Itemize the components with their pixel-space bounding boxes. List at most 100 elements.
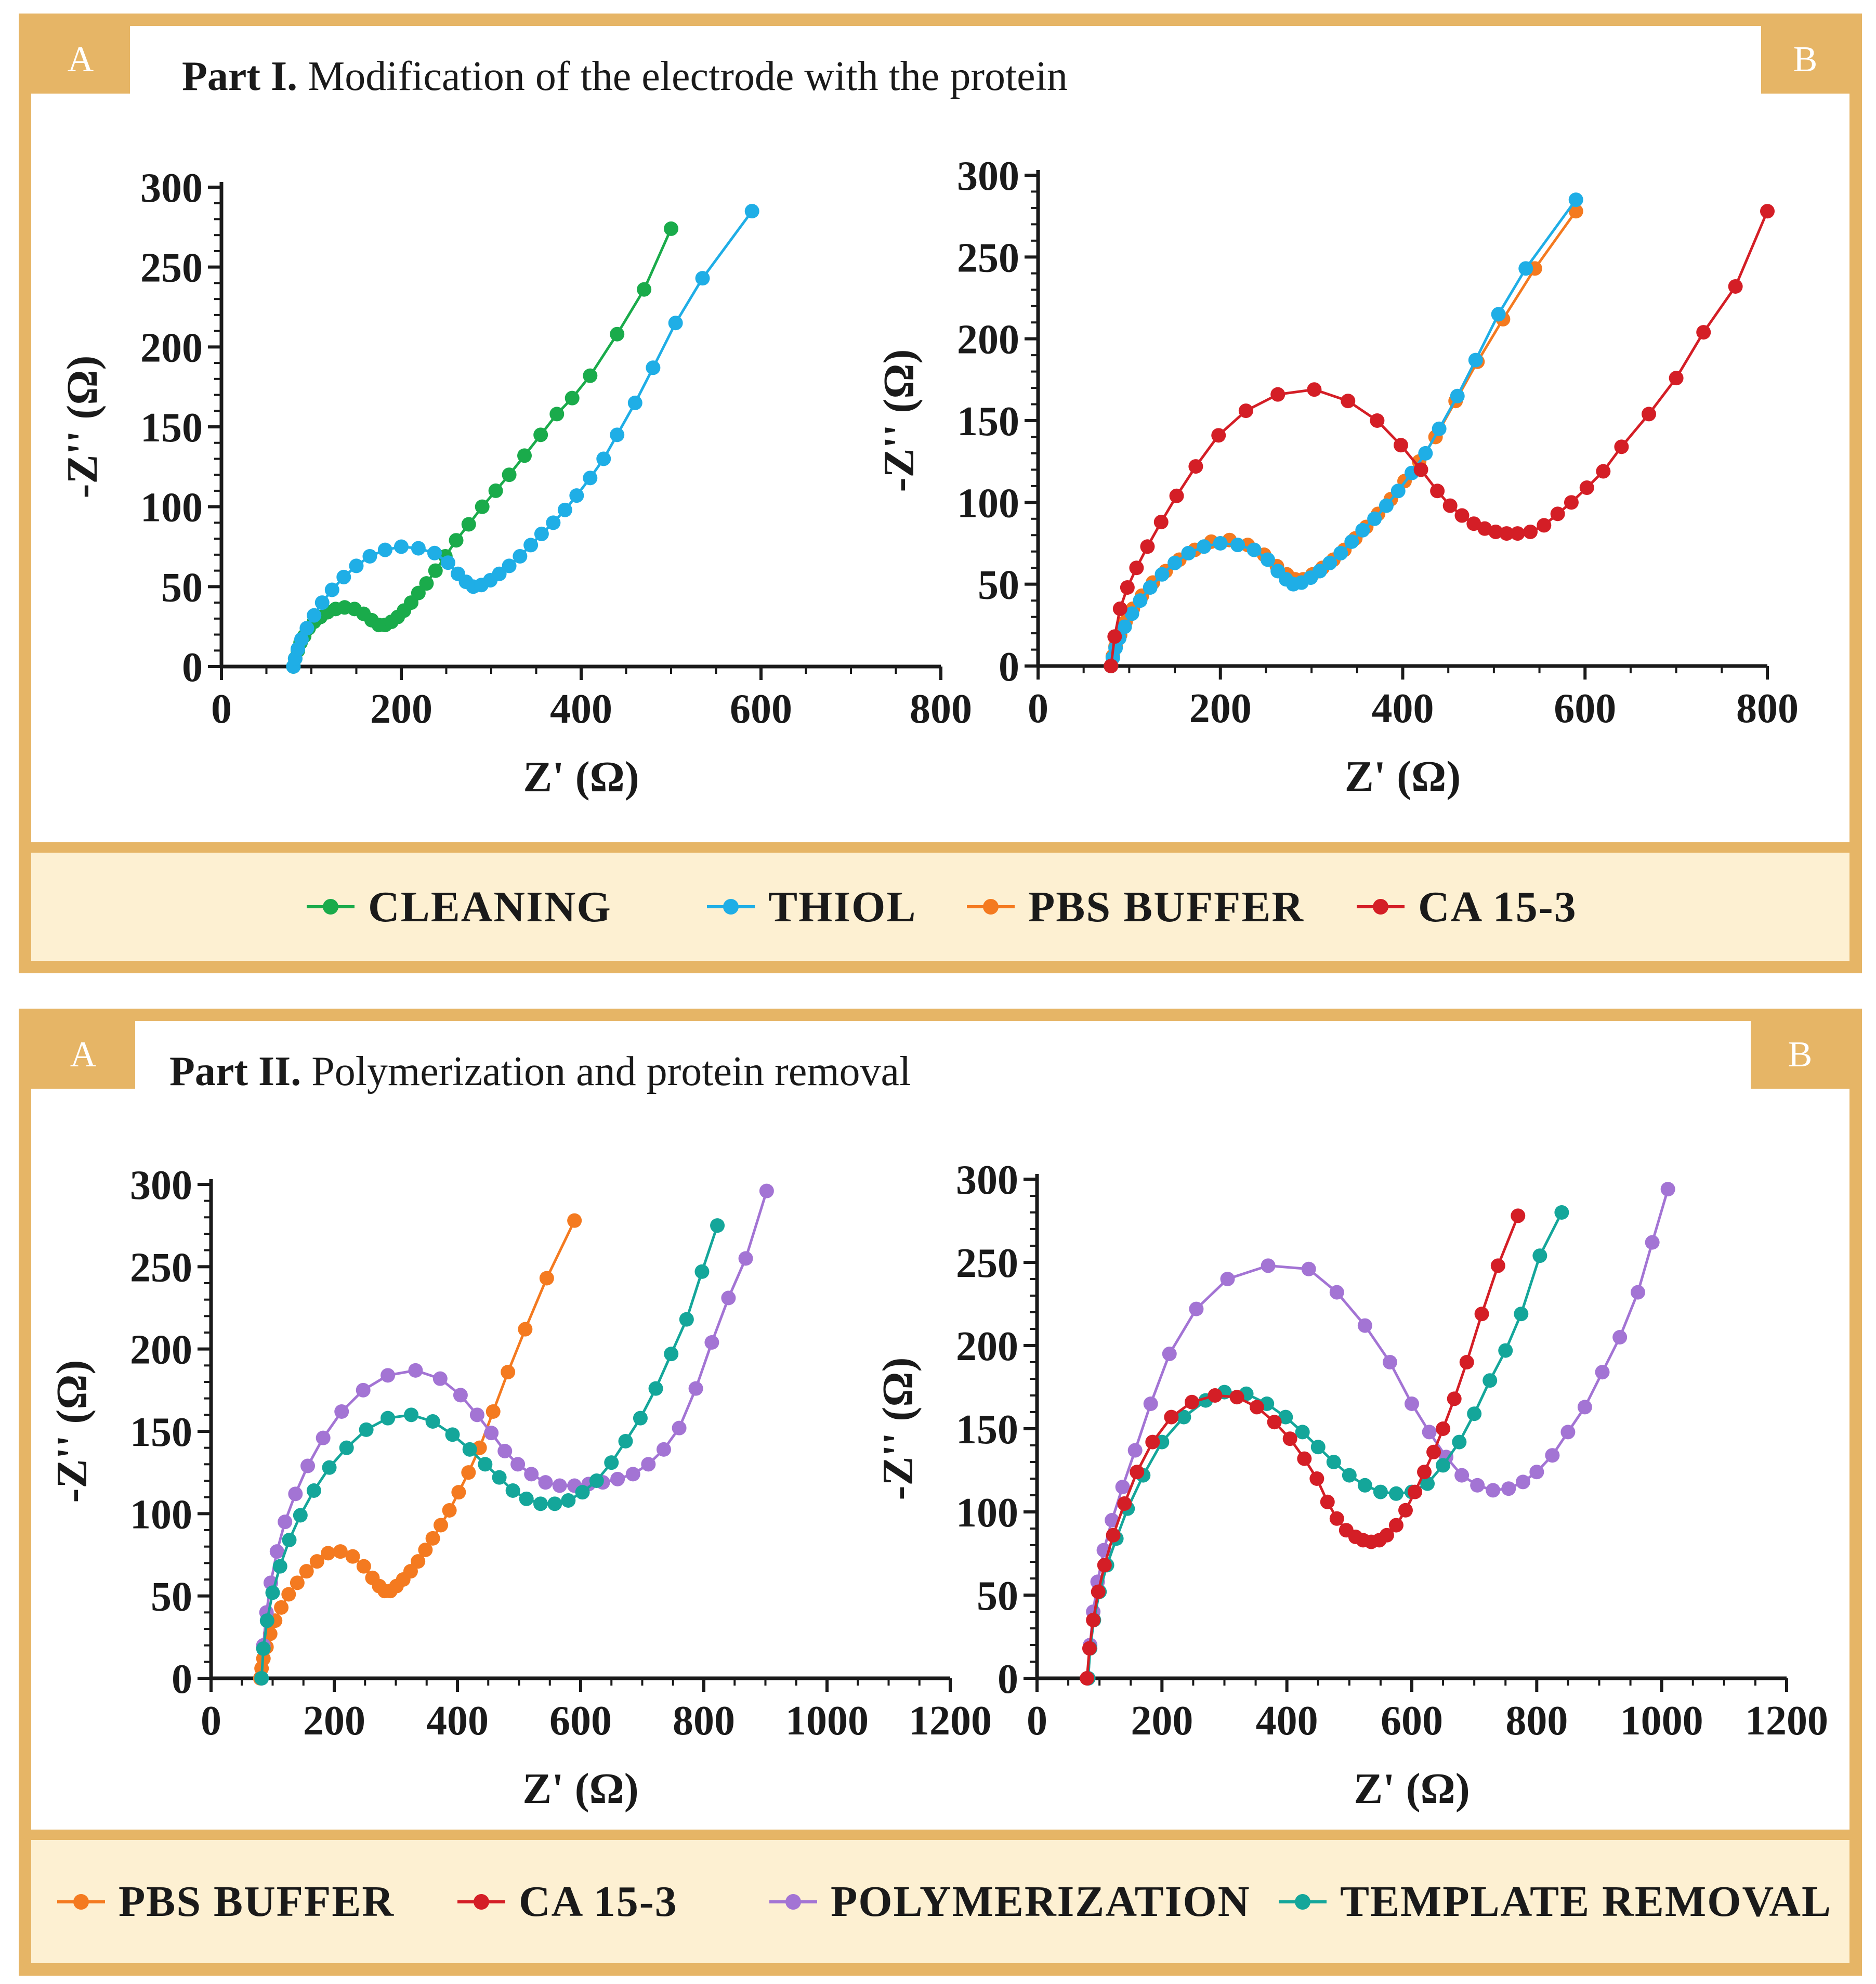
data-point [1468,353,1483,368]
data-point [1260,552,1275,567]
data-point [1426,1444,1441,1459]
data-point [618,1434,633,1448]
data-point [1080,1671,1095,1686]
data-point [1382,1355,1397,1369]
data-point [679,1312,694,1327]
part-2-title: Part II. Polymerization and protein remo… [169,1048,911,1095]
data-point [1326,1455,1341,1469]
data-point [469,1407,484,1422]
data-point [461,1465,476,1480]
data-point [1129,560,1144,576]
data-point [1568,192,1583,207]
data-point [1208,1388,1223,1403]
data-point [1295,1425,1310,1440]
x-tick-label: 1200 [1745,1698,1828,1744]
data-point [575,1485,590,1500]
data-point [519,1491,534,1506]
data-point [1577,1400,1592,1415]
data-point [265,1585,280,1600]
series-pbs-buffer [253,1213,582,1686]
data-point [1532,1248,1547,1263]
y-tick-label: 150 [956,1407,1018,1453]
data-point [1568,204,1583,219]
data-point [646,360,661,375]
data-point [633,1411,648,1426]
series-pbs-buffer [1104,204,1583,673]
legend-item: THIOL [707,853,916,961]
data-point [1320,1494,1335,1509]
data-point [1238,403,1253,419]
data-point [293,1508,308,1523]
y-axis-title: -Z'' (Ω) [48,1360,96,1503]
data-point [1631,1285,1646,1300]
series-line [292,228,673,667]
series-thiol [1104,192,1583,673]
data-point [1579,480,1594,495]
data-point [664,1347,679,1362]
data-point [1185,1394,1200,1409]
part-1-title: Part I. Modification of the electrode wi… [182,53,1068,100]
data-point [1430,484,1445,499]
part-1-title-text: Modification of the electrode with the p… [297,54,1068,99]
data-point [610,427,625,442]
data-point [518,1322,533,1337]
data-point [1642,407,1657,422]
y-tick-label: 200 [957,317,1019,363]
data-point [259,1613,274,1628]
data-point [309,1554,324,1569]
x-tick-label: 0 [211,686,232,732]
data-point [484,1426,499,1441]
x-tick-label: 400 [550,686,612,732]
data-point [552,1478,567,1493]
data-point [381,1411,396,1426]
data-point [1143,580,1158,595]
data-point [648,1381,663,1396]
part-2-title-bold: Part II. [169,1049,301,1094]
data-point [1310,1440,1326,1455]
data-point [1104,659,1119,673]
data-point [1153,515,1169,530]
series-line [260,1190,768,1679]
data-point [411,541,426,556]
series-ca-15-3 [1080,1208,1526,1686]
data-point [269,1544,284,1559]
data-point [1388,1518,1403,1533]
data-point [1188,459,1203,474]
data-point [1477,521,1492,536]
data-point [583,471,598,486]
x-tick-label: 800 [673,1698,735,1744]
data-point [1189,1301,1204,1316]
data-point [256,1641,271,1656]
data-point [1373,1484,1388,1499]
data-point [688,1381,703,1396]
data-point [294,632,309,647]
data-point [1669,371,1684,386]
legend-marker [457,1894,505,1910]
x-tick-label: 600 [1554,686,1616,732]
data-point [604,1455,619,1470]
x-tick-label: 200 [303,1698,365,1744]
data-point [1501,1481,1516,1496]
y-tick-label: 50 [161,565,203,610]
data-point [569,488,584,503]
series-line [1109,210,1577,667]
data-point [408,1363,423,1378]
data-point [1130,1465,1145,1480]
data-point [1145,1434,1160,1450]
data-point [744,204,759,219]
data-point [434,1518,449,1533]
data-point [1498,1343,1513,1358]
legend-label: CA 15-3 [1418,882,1577,931]
data-point [533,1496,548,1511]
data-point [501,1365,516,1379]
data-point [710,1218,725,1233]
data-point [546,515,561,530]
data-point [704,1335,719,1350]
y-tick-label: 0 [182,645,203,690]
data-point [1249,1400,1264,1415]
data-point [488,483,503,498]
data-point [324,582,339,597]
data-point [1379,1528,1394,1543]
corner-label-b: B [1761,26,1849,94]
data-point [668,316,683,331]
